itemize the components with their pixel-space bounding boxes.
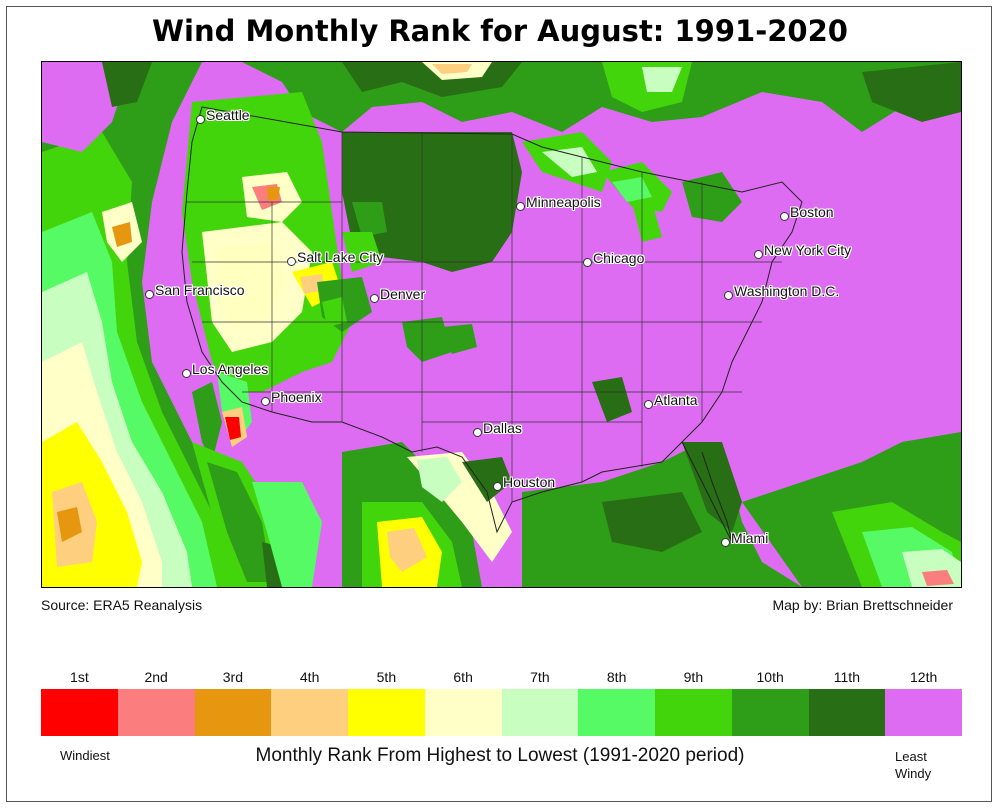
legend-caption: Monthly Rank From Highest to Lowest (199… xyxy=(255,745,745,766)
legend-label-9th: 9th xyxy=(683,669,704,685)
legend-swatch-6th xyxy=(424,689,502,736)
city-label: Salt Lake City xyxy=(297,249,384,265)
legend-label-7th: 7th xyxy=(530,669,550,685)
source-note: Source: ERA5 Reanalysis xyxy=(41,597,203,613)
legend-label-10th: 10th xyxy=(756,669,784,685)
city-label: Denver xyxy=(380,286,426,302)
figure-frame xyxy=(6,6,992,802)
city-marker-icon xyxy=(516,202,525,211)
city-label: Minneapolis xyxy=(526,194,601,210)
city-marker-icon xyxy=(493,482,502,491)
legend-label-1st: 1st xyxy=(70,669,89,685)
legend-swatch-11th xyxy=(808,689,886,736)
city-label: San Francisco xyxy=(155,282,245,298)
city-label: Atlanta xyxy=(654,392,698,408)
city-label: Los Angeles xyxy=(192,361,269,377)
city-marker-icon xyxy=(182,369,191,378)
city-marker-icon xyxy=(754,250,763,259)
legend-swatch-2nd xyxy=(117,689,195,736)
city-label: Chicago xyxy=(593,250,645,266)
legend-label-8th: 8th xyxy=(606,669,627,685)
legend-swatch-8th xyxy=(578,689,655,736)
legend-swatch-1st xyxy=(41,689,118,736)
legend-swatch-9th xyxy=(655,689,732,736)
city-label: New York City xyxy=(764,242,852,258)
city-marker-icon xyxy=(370,294,379,303)
map-title: Wind Monthly Rank for August: 1991-2020 xyxy=(152,14,848,48)
city-label: Washington D.C. xyxy=(734,283,840,299)
city-label: Houston xyxy=(503,474,556,490)
city-marker-icon xyxy=(780,212,789,221)
legend-high-end-line1: Least xyxy=(895,749,927,764)
city-marker-icon xyxy=(724,291,733,300)
city-marker-icon xyxy=(644,400,653,409)
legend-swatch-4th xyxy=(271,689,348,736)
legend-color-bar xyxy=(41,689,962,736)
city-marker-icon xyxy=(721,538,730,547)
city-marker-icon xyxy=(145,290,154,299)
city-marker-icon xyxy=(261,397,270,406)
legend-swatch-3rd xyxy=(194,689,272,736)
legend-swatch-10th xyxy=(731,689,809,736)
city-label: Dallas xyxy=(483,420,522,436)
legend-high-end-line2: Windy xyxy=(895,766,932,781)
city-label: Miami xyxy=(731,530,769,546)
legend-swatch-12th xyxy=(885,689,962,736)
legend-label-12th: 12th xyxy=(910,669,938,685)
city-label: Phoenix xyxy=(271,389,322,405)
city-marker-icon xyxy=(583,258,592,267)
city-label: Boston xyxy=(790,204,834,220)
legend-label-11th: 11th xyxy=(833,669,860,685)
legend-label-5th: 5th xyxy=(376,669,397,685)
legend-label-3rd: 3rd xyxy=(222,669,243,685)
legend-low-end-label: Windiest xyxy=(60,748,110,763)
legend-swatch-5th xyxy=(348,689,425,736)
legend-high-end-label: Least Windy xyxy=(895,748,931,782)
legend-label-2nd: 2nd xyxy=(144,669,168,685)
legend-rank-labels: 1st 2nd 3rd 4th 5th 6th 7th 8th 9th 10th… xyxy=(41,669,962,689)
author-credit: Map by: Brian Brettschneider xyxy=(772,597,953,613)
legend-label-6th: 6th xyxy=(453,669,473,685)
city-label: Seattle xyxy=(206,107,250,123)
map-panel: Seattle Salt Lake City San Francisco Den… xyxy=(41,61,962,588)
rank-map xyxy=(42,62,961,587)
legend-swatch-7th xyxy=(501,689,579,736)
city-marker-icon xyxy=(473,428,482,437)
legend-label-4th: 4th xyxy=(299,669,320,685)
city-marker-icon xyxy=(196,115,205,124)
city-marker-icon xyxy=(287,257,296,266)
